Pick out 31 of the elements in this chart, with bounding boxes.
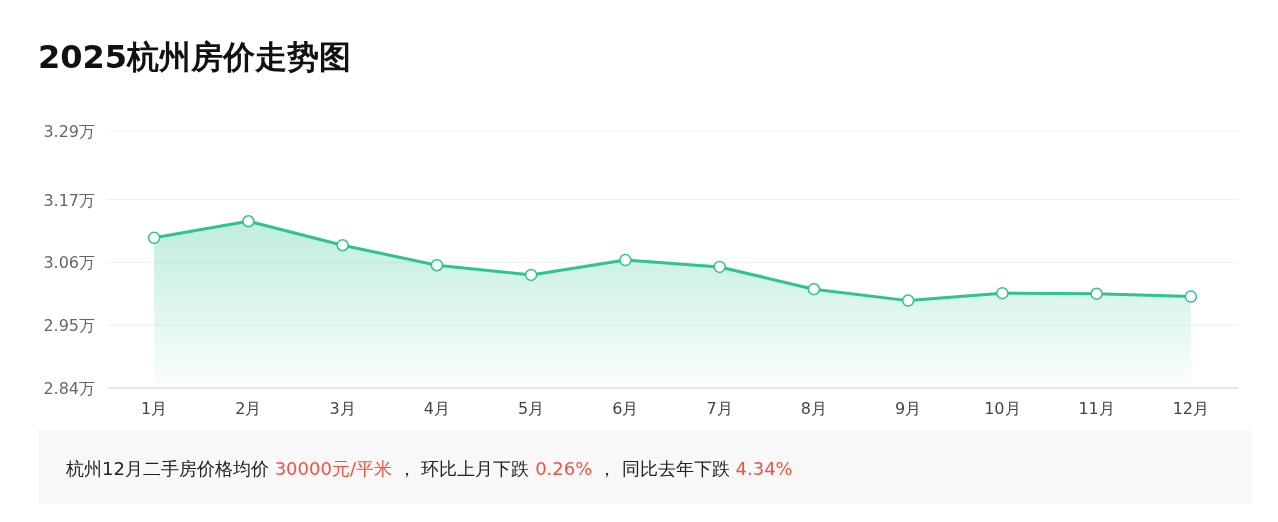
y-tick-label: 2.84万 (43, 379, 95, 398)
chart-title: 2025杭州房价走势图 (38, 38, 352, 76)
x-tick-label: 12月 (1172, 399, 1210, 418)
x-tick-label: 4月 (423, 399, 450, 418)
y-tick-label: 3.06万 (43, 253, 95, 273)
point (996, 286, 1009, 300)
x-tick-label: 3月 (329, 399, 356, 418)
x-tick-label: 8月 (800, 399, 827, 418)
y-tick-label: 2.95万 (43, 316, 95, 336)
point (619, 253, 632, 267)
point (336, 238, 349, 252)
point (901, 294, 915, 307)
x-tick-label: 1月 (141, 399, 168, 418)
y-tick-label: 3.17万 (43, 190, 95, 210)
y-tick-label: 3.29万 (43, 122, 95, 141)
point (807, 282, 821, 296)
x-tick-label: 9月 (895, 399, 922, 418)
point (147, 231, 161, 245)
x-tick-label: 11月 (1078, 399, 1115, 418)
point (242, 214, 255, 228)
x-tick-label: 5月 (518, 399, 545, 418)
point (713, 260, 726, 274)
x-tick-label: 6月 (612, 399, 639, 418)
x-tick-label: 10月 (984, 399, 1021, 418)
x-tick-label: 7月 (706, 399, 733, 418)
point (1090, 287, 1103, 301)
point (430, 258, 444, 272)
point (1184, 290, 1198, 303)
x-tick-label: 2月 (235, 399, 262, 418)
point (524, 268, 538, 282)
text: 杭州12月二手房价格均价 30000元/平米 ， 环比上月下跌 0.26% ， 同比去年下跌 4.34% (65, 458, 793, 479)
